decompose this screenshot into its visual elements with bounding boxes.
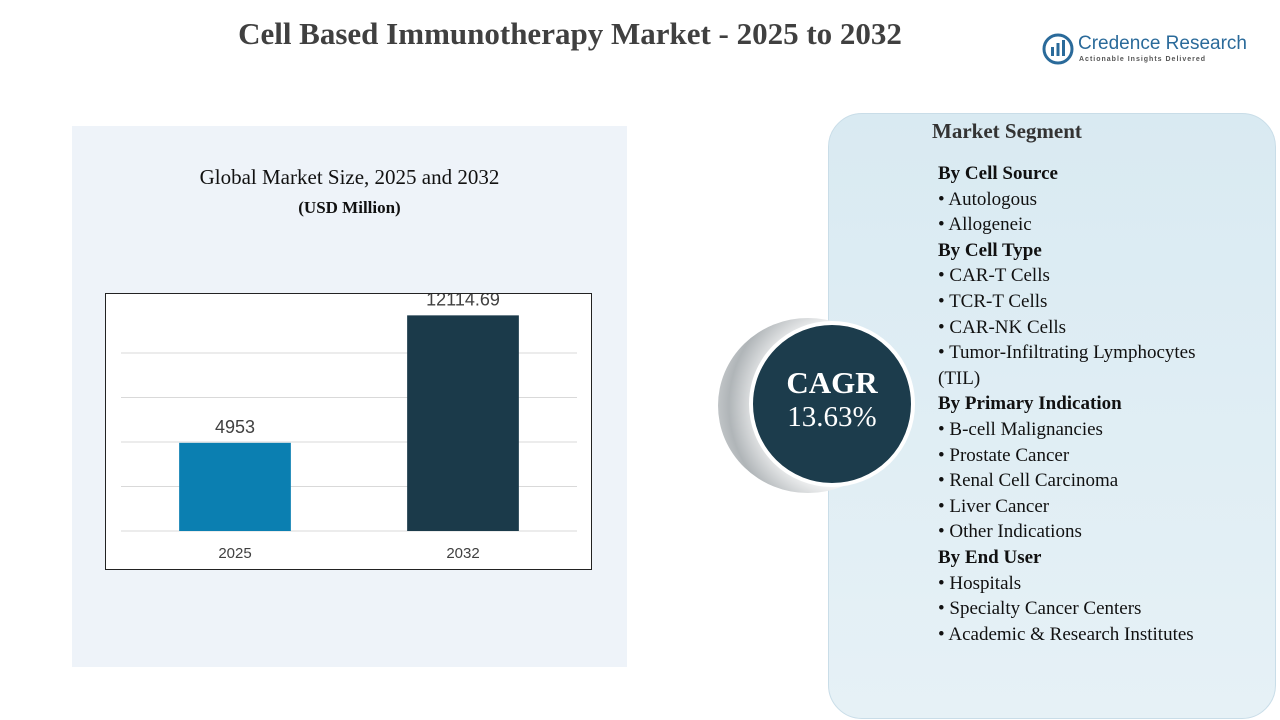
segment-item: Other Indications	[938, 519, 1238, 545]
bar	[407, 315, 519, 531]
segment-list: By Cell Source AutologousAllogeneicBy Cel…	[938, 161, 1238, 647]
chart: 4953 2025 12114.69 2032	[105, 293, 592, 570]
segment-item: Renal Cell Carcinoma	[938, 468, 1238, 494]
segment-item: B-cell Malignancies	[938, 417, 1238, 443]
segment-heading: By Primary Indication	[938, 393, 1122, 415]
segment-item: TCR-T Cells	[938, 289, 1238, 315]
chart-title: Global Market Size, 2025 and 2032	[199, 165, 500, 189]
x-tick-label: 2032	[446, 545, 479, 562]
bar	[179, 442, 291, 531]
segment-item: Prostate Cancer	[938, 443, 1238, 469]
segment-heading: By Cell Type	[938, 239, 1042, 261]
cagr-badge: CAGR 13.63%	[749, 321, 915, 487]
segment-item: CAR-NK Cells	[938, 315, 1238, 341]
segment-item: CAR-T Cells	[938, 263, 1238, 289]
segment-item: Autologous	[938, 187, 1238, 213]
logo-name: Credence Research	[1078, 33, 1247, 54]
segment-item: Hospitals	[938, 571, 1238, 597]
value-label: 12114.69	[426, 293, 500, 309]
page-title: Cell Based Immunotherapy Market - 2025 t…	[238, 16, 902, 51]
segment-heading: By Cell Source	[938, 163, 1058, 184]
cagr-label: CAGR	[786, 365, 878, 400]
logo-tagline: Actionable Insights Delivered	[1079, 56, 1207, 63]
value-label: 4953	[215, 417, 255, 437]
segment-item: Allogeneic	[938, 212, 1238, 238]
segment-item: Academic & Research Institutes	[938, 622, 1238, 648]
segment-title: Market Segment	[932, 119, 1082, 143]
segment-item: Specialty Cancer Centers	[938, 596, 1238, 622]
x-tick-label: 2025	[218, 545, 251, 562]
segment-item: Liver Cancer	[938, 494, 1238, 520]
cagr-value: 13.63%	[787, 401, 877, 433]
logo-icon	[1042, 33, 1074, 65]
chart-subtitle: (USD Million)	[298, 198, 401, 217]
segment-heading: By End User	[938, 546, 1042, 568]
segment-item: Tumor-Infiltrating Lymphocytes (TIL)	[938, 340, 1238, 391]
